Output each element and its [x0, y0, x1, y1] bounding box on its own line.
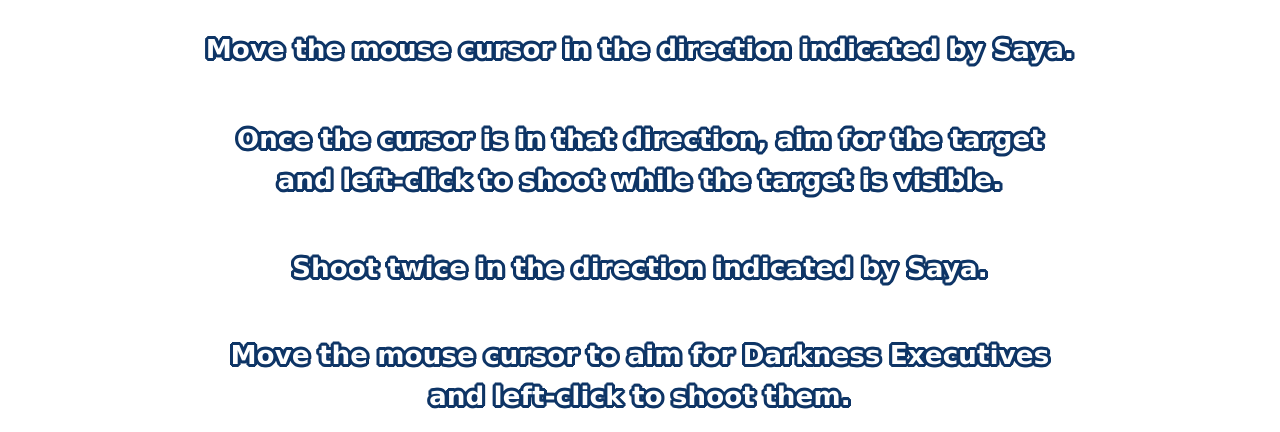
instruction-aim-target-line-1: Once the cursor is in that direction, ai…: [236, 125, 1044, 155]
instruction-darkness-executives-line-2: and left-click to shoot them.: [429, 382, 851, 412]
instruction-aim-target-line-2: and left-click to shoot while the target…: [277, 166, 1003, 196]
instruction-shoot-twice: Shoot twice in the direction indicated b…: [292, 254, 988, 284]
instruction-darkness-executives-line-1: Move the mouse cursor to aim for Darknes…: [230, 341, 1050, 371]
instruction-move-cursor: Move the mouse cursor in the direction i…: [205, 35, 1075, 65]
